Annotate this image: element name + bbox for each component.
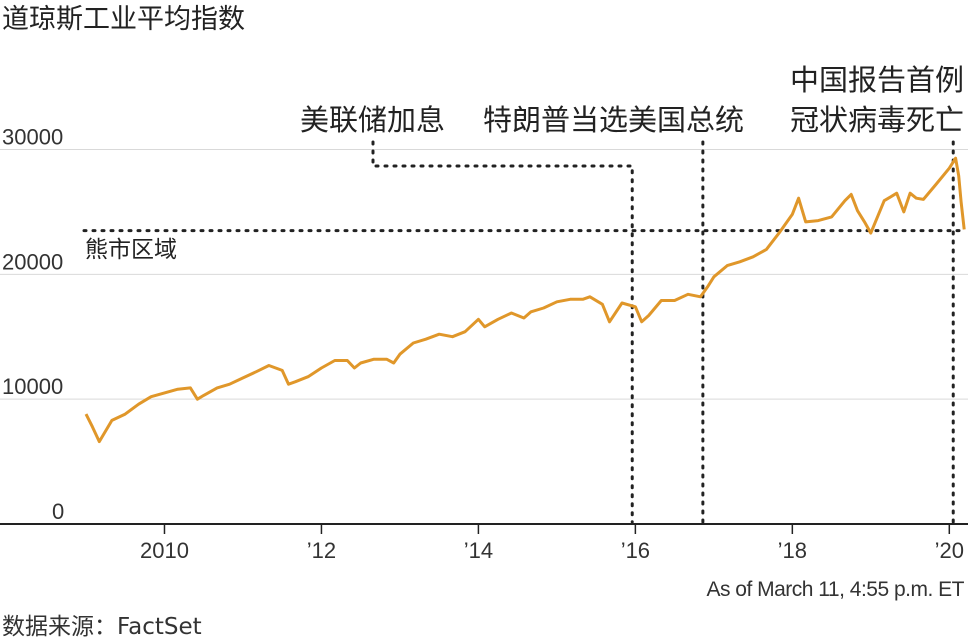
y-axis-ticks: 0 10000 20000 30000 xyxy=(2,124,64,524)
y-tick-label: 0 xyxy=(52,499,64,524)
x-tick-label: ’16 xyxy=(621,538,650,563)
x-tick-label: ’18 xyxy=(778,538,807,563)
reference-lines xyxy=(82,140,968,524)
annotation-covid-line2: 冠状病毒死亡 xyxy=(790,103,964,137)
x-axis-ticks: 2010 ’12 ’14 ’16 ’18 ’20 xyxy=(140,524,964,563)
x-tick-label: ’20 xyxy=(935,538,964,563)
x-tick-label: ’12 xyxy=(307,538,336,563)
chart-title: 道琼斯工业平均指数 xyxy=(2,4,245,35)
data-source: 数据来源：FactSet xyxy=(2,614,202,640)
x-tick-label: 2010 xyxy=(140,538,189,563)
timestamp-note: As of March 11, 4:55 p.m. ET xyxy=(706,578,964,601)
series-line xyxy=(84,156,966,444)
y-tick-label: 30000 xyxy=(2,124,63,149)
annotation-covid-line1: 中国报告首例 xyxy=(790,63,964,97)
annotation-trump: 特朗普当选美国总统 xyxy=(483,103,744,137)
x-tick-label: ’14 xyxy=(464,538,493,563)
annotation-bear-zone: 熊市区域 xyxy=(85,237,177,263)
fed-rate-hike-line xyxy=(371,140,634,524)
annotation-fed: 美联储加息 xyxy=(300,103,445,137)
y-tick-label: 20000 xyxy=(2,249,63,274)
y-tick-label: 10000 xyxy=(2,374,63,399)
gridlines xyxy=(0,148,968,400)
